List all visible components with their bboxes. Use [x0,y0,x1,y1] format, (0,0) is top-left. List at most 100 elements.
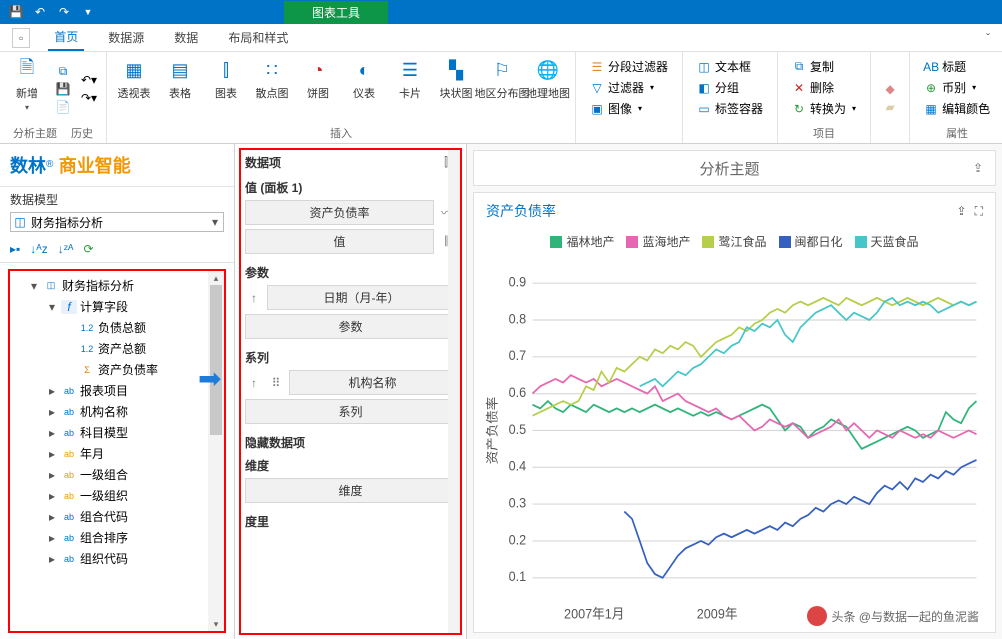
insert-icon-0: ▦ [121,57,147,83]
small-undo[interactable]: ↶▾ [78,72,100,88]
insert-1[interactable]: ▤表格 [159,55,201,123]
insert-0[interactable]: ▦透视表 [113,55,155,123]
tree-tool-1[interactable]: ▸▪ [10,242,20,256]
tree-item-7[interactable]: ▸ab一级组合 [12,464,222,485]
small-btn-3[interactable]: 📄 [52,99,74,115]
titlebar: 💾 ↶ ↷ ▼ 图表工具 [0,0,1002,24]
tree-calc[interactable]: ▾f计算字段 [12,296,222,317]
tree-item-4[interactable]: ▸ab机构名称 [12,401,222,422]
small-redo[interactable]: ↷▾ [78,90,100,106]
group-button[interactable]: ◧分组 [693,78,767,97]
insert-8[interactable]: ⚐地区分布图 [481,55,523,123]
tab-home[interactable]: 首页 [48,24,84,51]
field-param[interactable]: 参数 [245,314,456,339]
export-icon[interactable]: ⇪ [973,161,983,175]
chart-export-icon[interactable]: ⇪ [957,204,967,219]
chart-fullscreen-icon[interactable]: ⛶ [975,204,983,219]
edit-color-button[interactable]: ▦编辑颜色 [920,99,994,118]
insert-4[interactable]: ◔饼图 [297,55,339,123]
svg-text:0.4: 0.4 [509,458,527,474]
field-series[interactable]: 系列 [245,399,456,424]
group-insert-label: 插入 [113,123,569,141]
tag-container-button[interactable]: ▭标签容器 [693,99,767,118]
save-icon[interactable]: 💾 [8,4,24,20]
insert-7[interactable]: ▚块状图 [435,55,477,123]
field-value[interactable]: 值 [245,229,434,254]
insert-3[interactable]: ∷散点图 [251,55,293,123]
contextual-tab-chart-tools[interactable]: 图表工具 [284,1,388,24]
image-button[interactable]: ▣图像▾ [586,99,672,118]
data-model-label: 数据模型 [0,187,234,210]
currency-button[interactable]: ⊕币别▾ [920,78,994,97]
tab-data[interactable]: 数据 [168,25,204,50]
ribbon-collapse-icon[interactable]: ˇ [986,31,990,45]
tree-item-8[interactable]: ▸ab一级组织 [12,485,222,506]
legend-item-1[interactable]: 蓝海地产 [626,233,690,250]
legend-item-4[interactable]: 天蓝食品 [855,233,919,250]
insert-label-7: 块状图 [440,85,473,101]
tree-item-3[interactable]: ▸ab报表项目 [12,380,222,401]
insert-icon-9: 🌐 [535,57,561,83]
tree-item-9[interactable]: ▸ab组合代码 [12,506,222,527]
legend-item-3[interactable]: 闽都日化 [779,233,843,250]
field-org-name[interactable]: 机构名称 [289,370,456,395]
tree-item-0[interactable]: 1.2负债总额 [12,317,222,338]
new-label: 新增 [16,85,38,101]
copy-button[interactable]: ⧉复制 [788,57,860,76]
svg-text:0.6: 0.6 [509,385,527,401]
delete-button[interactable]: ✕删除 [788,78,860,97]
chart-title: 资产负债率 [486,201,957,221]
insert-label-1: 表格 [169,85,191,101]
insert-icon-8: ⚐ [489,57,515,83]
tab-datasource[interactable]: 数据源 [102,25,150,50]
small-btn-2[interactable]: 💾 [52,81,74,97]
undo-icon[interactable]: ↶ [32,4,48,20]
measure-label: 度里 [245,511,456,534]
legend-item-0[interactable]: 福林地产 [550,233,614,250]
field-date[interactable]: 日期（月-年） [267,285,456,310]
tab-layout[interactable]: 布局和样式 [222,25,294,50]
arrow-annotation-icon: ➡ [198,362,221,395]
tree-item-2[interactable]: Σ资产负债率 [12,359,222,380]
analysis-title: 分析主题 [486,158,973,179]
eraser-button[interactable]: ◆ [879,81,901,97]
tree-scrollbar[interactable]: ▴ ▾ [208,271,224,631]
convert-button[interactable]: ↻转换为▾ [788,99,860,118]
watermark-text: 头条 @与数据一起的鱼泥酱 [831,608,979,625]
brand-text-1: 数林 [10,156,46,176]
sort-icon-2[interactable]: ↑ [245,376,263,390]
small-btn-1[interactable]: ⧉ [52,63,74,79]
title-button[interactable]: AB标题 [920,57,994,76]
mid-scrollbar[interactable] [448,150,460,633]
grid-icon[interactable]: ⠿ [267,376,285,390]
segment-filter-button[interactable]: ☰分段过滤器 [586,57,672,76]
sort-icon[interactable]: ↑ [245,291,263,305]
insert-9[interactable]: 🌐 地理地图 [527,55,569,123]
chevron-down-icon[interactable]: ▾ [207,215,223,229]
insert-6[interactable]: ☰卡片 [389,55,431,123]
file-menu-icon[interactable]: ▫ [12,28,30,48]
field-dim[interactable]: 维度 [245,478,456,503]
insert-2[interactable]: ⫿图表 [205,55,247,123]
tree-item-5[interactable]: ▸ab科目模型 [12,422,222,443]
new-button[interactable]: 🗎 新增 ▾ [6,55,48,123]
sort-desc-icon[interactable]: ↓ᶻᴬ [58,242,74,256]
tree-item-6[interactable]: ▸ab年月 [12,443,222,464]
filter-button[interactable]: ▽过滤器▾ [586,78,672,97]
tree-item-1[interactable]: 1.2资产总额 [12,338,222,359]
refresh-icon[interactable]: ⟳ [83,242,93,256]
textbox-button[interactable]: ◫文本框 [693,57,767,76]
tree-item-11[interactable]: ▸ab组织代码 [12,548,222,569]
qat-dropdown-icon[interactable]: ▼ [80,4,96,20]
tree-item-10[interactable]: ▸ab组合排序 [12,527,222,548]
redo-icon[interactable]: ↷ [56,4,72,20]
paint-button[interactable]: ▰ [879,99,901,115]
field-asset-ratio[interactable]: 资产负债率 [245,200,434,225]
insert-label-9: 地理地图 [526,85,570,101]
watermark-avatar-icon [807,606,827,626]
sort-asc-icon[interactable]: ↓ᴬz [30,242,47,256]
insert-5[interactable]: ◐仪表 [343,55,385,123]
legend-item-2[interactable]: 鹭江食品 [702,233,766,250]
model-combo[interactable]: ◫ 财务指标分析 ▾ [10,212,224,232]
tree-root[interactable]: ▾◫财务指标分析 [12,275,222,296]
